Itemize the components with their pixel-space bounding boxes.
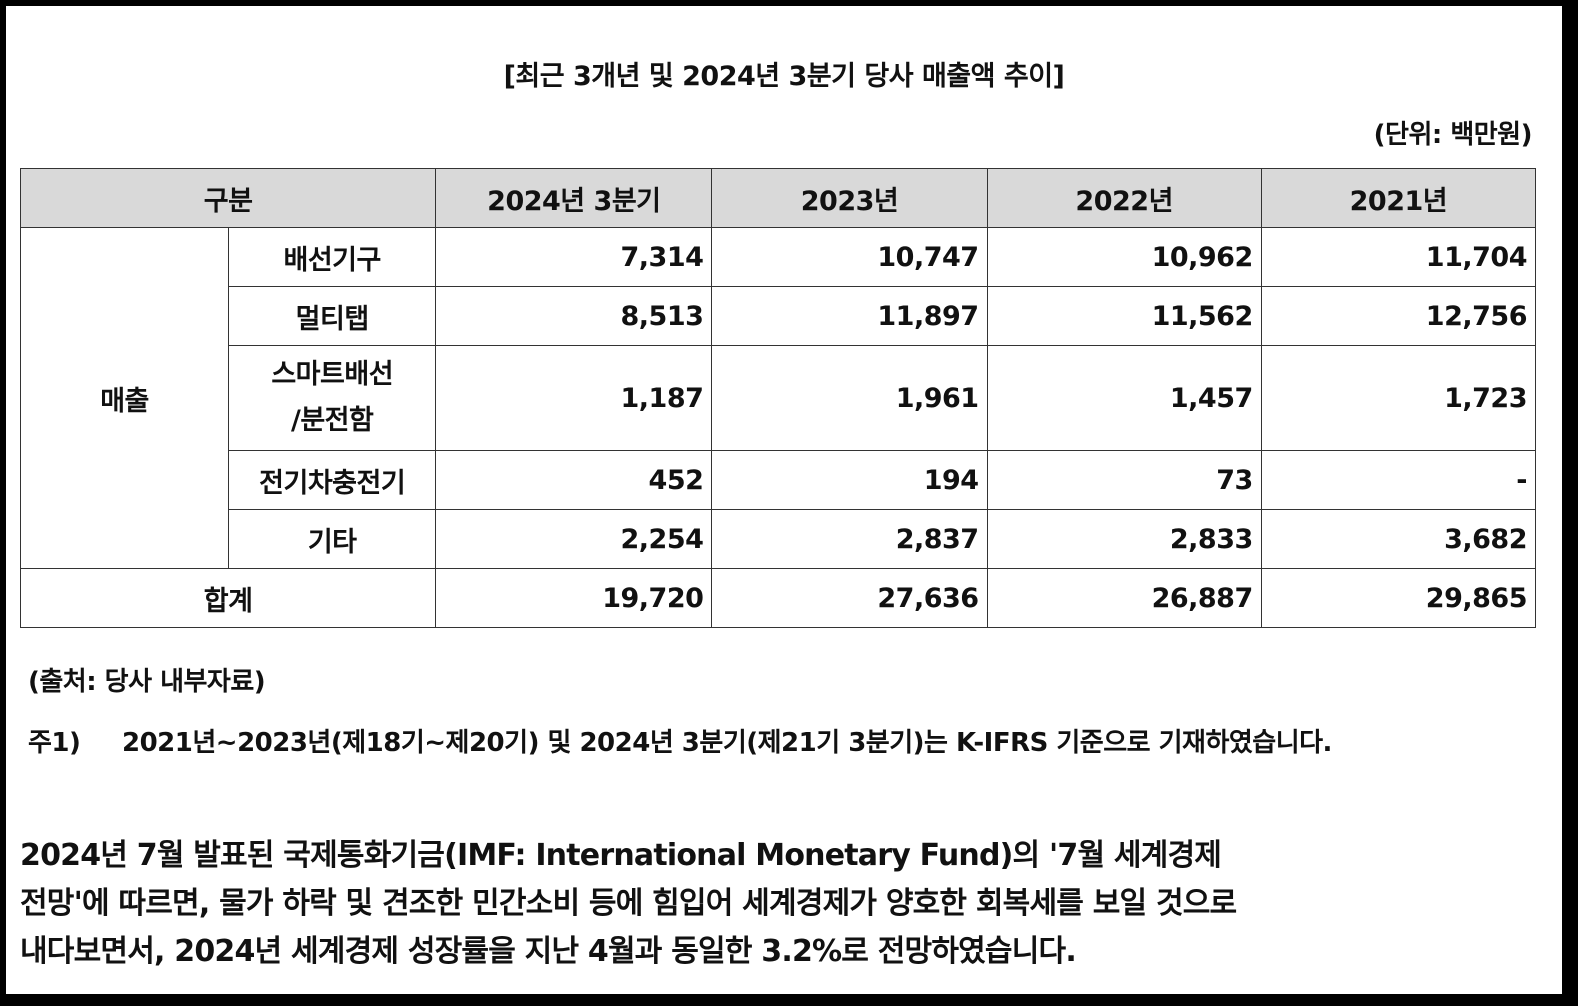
header-2023: 2023년 (711, 168, 988, 228)
document-page: [최근 3개년 및 2024년 3분기 당사 매출액 추이] (단위: 백만원)… (6, 6, 1562, 994)
table-row: 매출 배선기구 7,314 10,747 10,962 11,704 (19, 227, 1537, 569)
table-cell: 1,187 (435, 345, 713, 451)
table-cell: 2,833 (986, 509, 1262, 569)
unit-label: (단위: 백만원) (1373, 120, 1533, 150)
total-cell: 27,636 (711, 568, 988, 628)
row-label-line2: /분전함 (290, 405, 374, 436)
row-label: 스마트배선/분전함 (228, 345, 437, 451)
table-row: 멀티탭 8,513 11,897 11,562 12,756 (21, 286, 1537, 346)
row-label: 배선기구 (228, 227, 437, 287)
table-header-row: 구분 2024년 3분기 2023년 2022년 2021년 (19, 168, 1537, 228)
total-cell: 29,865 (1260, 568, 1537, 628)
row-label: 전기차충전기 (228, 450, 437, 510)
total-cell: 26,887 (986, 568, 1262, 628)
header-2021: 2021년 (1260, 168, 1537, 228)
table-cell: 3,682 (1260, 509, 1537, 569)
footnote-mark: 주1) (28, 728, 81, 758)
table-cell: 10,747 (711, 227, 988, 287)
table-row: 기타 2,254 2,837 2,833 3,682 (21, 509, 1537, 569)
group-label-sales: 매출 (19, 227, 230, 569)
table-cell: 2,254 (435, 509, 713, 569)
header-category: 구분 (19, 168, 437, 228)
table-total-row: 합계 19,720 27,636 26,887 29,865 (19, 568, 1537, 628)
table-cell: 10,962 (986, 227, 1262, 287)
table-cell: 2,837 (711, 509, 988, 569)
table-cell: 452 (435, 450, 713, 510)
sales-table: 구분 2024년 3분기 2023년 2022년 2021년 매출 배선기구 7… (19, 168, 1537, 628)
table-cell: 11,562 (986, 286, 1262, 346)
table-cell: 12,756 (1260, 286, 1537, 346)
row-label: 기타 (228, 509, 437, 569)
source-note: (출처: 당사 내부자료) (28, 667, 266, 697)
table-cell: 194 (711, 450, 988, 510)
table-cell: 11,704 (1260, 227, 1537, 287)
table-cell: 73 (986, 450, 1262, 510)
body-paragraph: 2024년 7월 발표된 국제통화기금(IMF: International M… (20, 838, 1237, 969)
table-row: 전기차충전기 452 194 73 - (21, 450, 1537, 510)
table-row: 스마트배선/분전함 1,187 1,961 1,457 1,723 (21, 345, 1537, 451)
table-cell: 11,897 (711, 286, 988, 346)
footnote: 주1) 2021년~2023년(제18기~제20기) 및 2024년 3분기(제2… (28, 722, 1332, 759)
total-label: 합계 (19, 568, 437, 628)
header-2024q3: 2024년 3분기 (435, 168, 713, 228)
header-2022: 2022년 (986, 168, 1262, 228)
table-cell: - (1260, 450, 1537, 510)
footnote-text: 2021년~2023년(제18기~제20기) 및 2024년 3분기(제21기 … (122, 728, 1332, 758)
row-label-line1: 스마트배선 (271, 359, 394, 390)
table-cell: 1,457 (986, 345, 1262, 451)
total-cell: 19,720 (435, 568, 713, 628)
table-cell: 1,723 (1260, 345, 1537, 451)
table-cell: 8,513 (435, 286, 713, 346)
table-cell: 1,961 (711, 345, 988, 451)
table-title: [최근 3개년 및 2024년 3분기 당사 매출액 추이] (503, 61, 1065, 92)
table-cell: 7,314 (435, 227, 713, 287)
row-label: 멀티탭 (228, 286, 437, 346)
